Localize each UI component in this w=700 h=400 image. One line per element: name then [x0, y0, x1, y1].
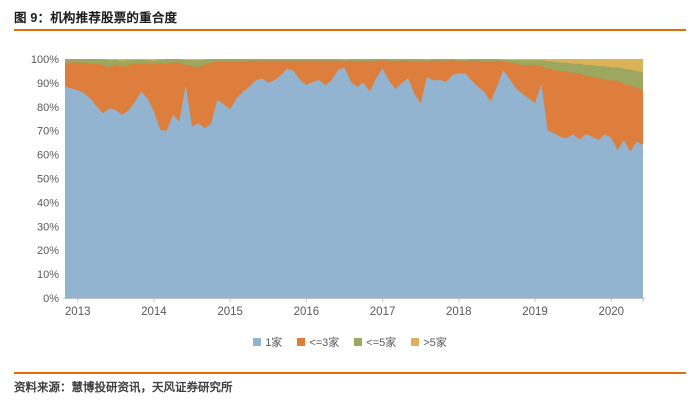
chart-legend: 1家 <=3家 <=5家 >5家 — [0, 334, 700, 350]
y-axis-label: 90% — [37, 78, 59, 90]
title-divider — [14, 29, 686, 31]
source-note: 资料来源：慧博投研资讯，天风证券研究所 — [14, 382, 233, 394]
y-axis-label: 100% — [31, 54, 59, 66]
y-axis-label: 60% — [37, 150, 59, 162]
y-axis-label: 20% — [37, 245, 59, 257]
footer-divider — [14, 372, 686, 374]
x-axis-label: 2017 — [370, 306, 396, 318]
legend-item-2: <=5家 — [354, 334, 396, 350]
y-axis-label: 0% — [43, 293, 59, 305]
legend-label: >5家 — [423, 337, 447, 349]
y-axis-label: 70% — [37, 126, 59, 138]
legend-label: <=5家 — [366, 337, 397, 349]
legend-item-3: >5家 — [411, 334, 447, 350]
y-axis-label: 80% — [37, 102, 59, 114]
x-axis-label: 2020 — [598, 306, 624, 318]
x-axis-label: 2018 — [446, 306, 472, 318]
y-axis-label: 50% — [37, 174, 59, 186]
legend-swatch — [297, 338, 306, 346]
x-axis-label: 2014 — [141, 306, 167, 318]
legend-label: <=3家 — [309, 337, 340, 349]
x-axis-label: 2015 — [217, 306, 243, 318]
area-layer-0 — [65, 67, 643, 299]
x-axis-label: 2016 — [294, 306, 320, 318]
x-axis-label: 2013 — [65, 306, 91, 318]
figure-title: 图 9：机构推荐股票的重合度 — [14, 11, 178, 25]
y-axis-label: 10% — [37, 269, 59, 281]
legend-item-0: 1家 — [253, 334, 282, 350]
y-axis-label: 40% — [37, 197, 59, 209]
legend-swatch — [354, 338, 363, 346]
legend-swatch — [253, 338, 262, 346]
legend-label: 1家 — [265, 337, 283, 349]
legend-item-1: <=3家 — [297, 334, 339, 350]
x-axis-label: 2019 — [522, 306, 548, 318]
y-axis-label: 30% — [37, 221, 59, 233]
legend-swatch — [411, 338, 420, 346]
